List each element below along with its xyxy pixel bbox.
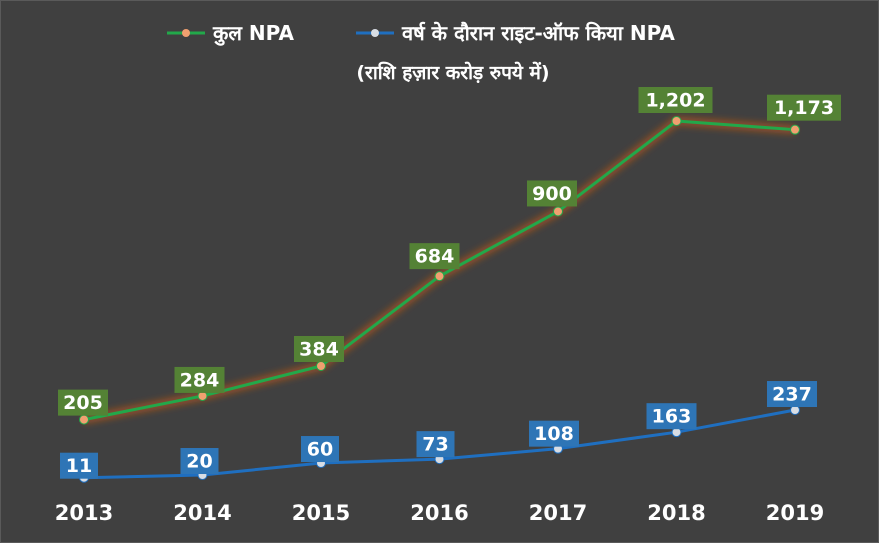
data-label-box xyxy=(638,87,713,114)
data-label-text: 163 xyxy=(652,406,692,428)
data-label-box xyxy=(409,243,460,270)
data-label-text: 237 xyxy=(772,384,812,406)
data-label-text: 20 xyxy=(186,451,212,473)
data-label-box xyxy=(174,366,225,393)
series-1: 11 20 60 73 108 163 237 xyxy=(60,381,817,483)
legend-item-written-off-npa: वर्ष के दौरान राइट-ऑफ किया NPA xyxy=(356,21,675,45)
data-point xyxy=(434,271,445,282)
data-label-box xyxy=(527,180,577,207)
data-label: 900 xyxy=(527,180,577,207)
data-label: 1,202 xyxy=(638,87,713,114)
legend-item-total-npa: कुल NPA xyxy=(167,21,294,46)
data-point xyxy=(790,124,800,135)
data-label-box xyxy=(180,448,219,475)
data-label: 284 xyxy=(174,366,225,393)
data-point xyxy=(671,116,682,127)
data-label-text: 11 xyxy=(66,455,92,477)
data-label: 20 xyxy=(180,448,219,475)
x-tick-label: 2019 xyxy=(766,501,824,525)
data-label-box xyxy=(416,431,455,458)
data-label-box xyxy=(301,436,339,463)
legend: कुल NPA वर्ष के दौरान राइट-ऑफ किया NPA xyxy=(167,21,675,46)
legend-marker-total-npa xyxy=(182,29,190,37)
data-label: 11 xyxy=(60,452,98,479)
data-label-text: 284 xyxy=(180,369,220,391)
x-tick-label: 2016 xyxy=(410,501,468,525)
data-label: 205 xyxy=(58,389,108,416)
x-tick-label: 2015 xyxy=(292,501,350,525)
x-tick-label: 2013 xyxy=(55,501,113,525)
data-label-text: 384 xyxy=(299,338,339,360)
data-label-text: 73 xyxy=(422,434,448,456)
x-axis: 2013 2014 2015 2016 2017 2018 2019 xyxy=(55,501,824,525)
legend-label-total-npa: कुल NPA xyxy=(212,21,294,46)
data-label: 73 xyxy=(416,431,455,458)
data-label-text: 900 xyxy=(532,183,572,205)
data-label: 60 xyxy=(301,436,339,463)
data-label: 163 xyxy=(646,403,697,430)
data-point xyxy=(316,360,326,371)
data-label-text: 1,173 xyxy=(774,97,834,119)
data-label-box xyxy=(58,389,108,416)
data-point xyxy=(553,206,563,217)
legend-marker-written-off-npa xyxy=(371,29,379,37)
data-label-box xyxy=(529,420,579,447)
data-label: 1,173 xyxy=(767,94,841,121)
data-label-text: 205 xyxy=(63,392,103,414)
data-label-text: 684 xyxy=(415,246,455,268)
data-label-text: 108 xyxy=(534,423,574,445)
x-tick-label: 2014 xyxy=(173,501,231,525)
data-label-text: 1,202 xyxy=(645,90,705,112)
data-label-box xyxy=(767,94,841,121)
data-label-box xyxy=(60,452,98,479)
data-label-box xyxy=(646,403,697,430)
data-point xyxy=(79,414,89,425)
data-label-box xyxy=(767,381,817,408)
chart-subtitle: (राशि हज़ार करोड़ रुपये में) xyxy=(356,61,549,84)
data-label-box xyxy=(294,335,344,362)
x-tick-label: 2017 xyxy=(529,501,587,525)
data-label: 237 xyxy=(767,381,817,408)
series-0: 205 284 384 684 900 1,202 1,173 xyxy=(58,87,841,425)
data-label: 684 xyxy=(409,243,460,270)
legend-label-written-off-npa: वर्ष के दौरान राइट-ऑफ किया NPA xyxy=(401,21,675,45)
x-tick-label: 2018 xyxy=(647,501,705,525)
data-label: 384 xyxy=(294,335,344,362)
data-label: 108 xyxy=(529,420,579,447)
data-label-text: 60 xyxy=(307,439,333,461)
